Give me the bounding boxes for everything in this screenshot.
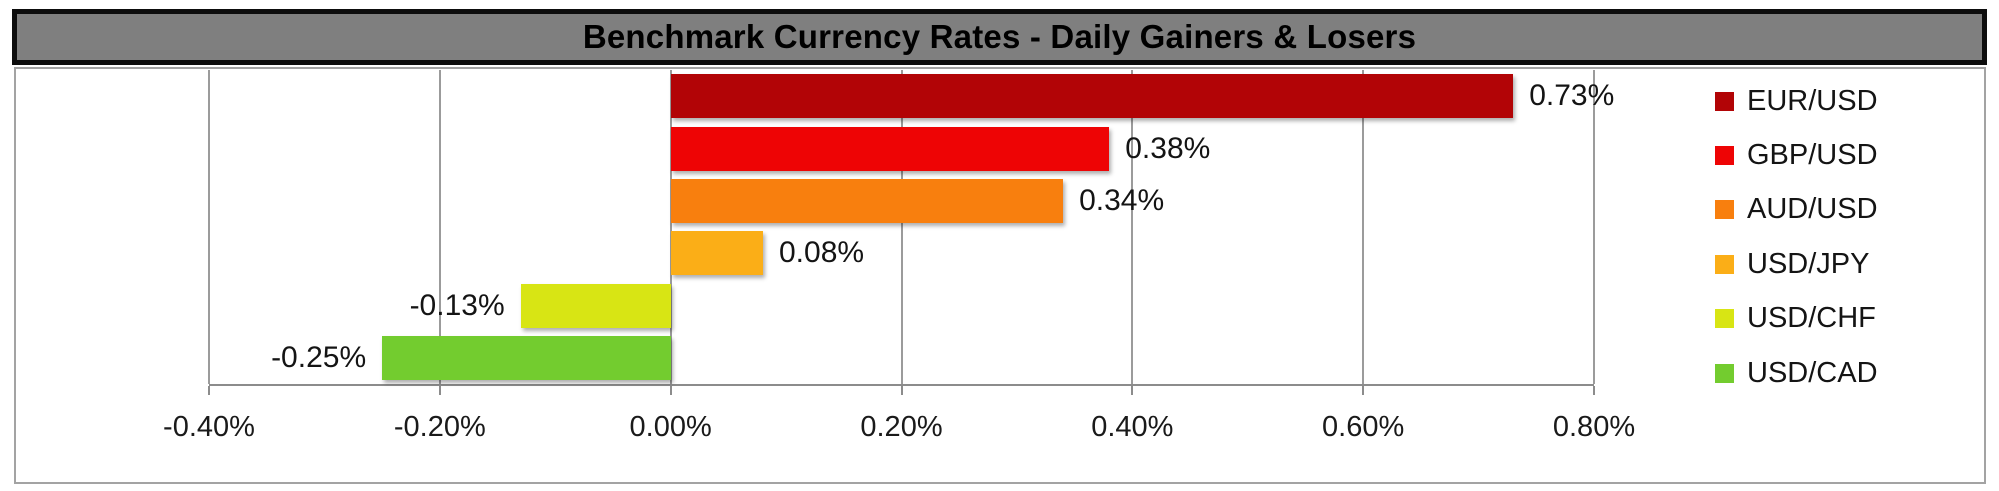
axis-tick [1131, 386, 1134, 395]
legend-item-usd-chf: USD/CHF [1715, 302, 1876, 335]
legend-label-usd-jpy: USD/JPY [1747, 247, 1870, 280]
data-label-usd-cad: -0.25% [271, 340, 367, 374]
legend-label-usd-cad: USD/CAD [1747, 356, 1878, 389]
data-label-eur-usd: 0.73% [1529, 79, 1615, 113]
x-axis-line [209, 384, 1594, 386]
bar-usd-chf [520, 283, 671, 328]
bar-aud-usd [670, 178, 1064, 223]
chart-title-bar: Benchmark Currency Rates - Daily Gainers… [12, 9, 1987, 65]
gridline [1362, 70, 1365, 384]
gridline [208, 70, 210, 384]
data-label-gbp-usd: 0.38% [1125, 131, 1211, 165]
gridline [438, 70, 441, 384]
axis-tick [1593, 386, 1595, 395]
axis-tick [900, 386, 903, 395]
legend-label-aud-usd: AUD/USD [1747, 193, 1878, 226]
axis-tick [1362, 386, 1365, 395]
legend-item-usd-jpy: USD/JPY [1715, 248, 1869, 280]
x-tick-label: 0.60% [1322, 411, 1405, 443]
gridline [1593, 70, 1595, 384]
chart-title: Benchmark Currency Rates - Daily Gainers… [582, 18, 1417, 55]
legend-label-gbp-usd: GBP/USD [1747, 138, 1878, 171]
legend-item-eur-usd: EUR/USD [1715, 85, 1878, 117]
bar-eur-usd [670, 74, 1514, 119]
data-label-usd-jpy: 0.08% [779, 236, 865, 270]
legend-item-aud-usd: AUD/USD [1715, 193, 1878, 226]
data-label-aud-usd: 0.34% [1079, 183, 1165, 217]
legend-label-usd-chf: USD/CHF [1747, 302, 1876, 335]
x-tick-label: -0.20% [393, 411, 486, 443]
axis-tick [669, 386, 672, 395]
x-tick-label: 0.20% [860, 411, 943, 443]
axis-tick [438, 386, 441, 395]
gridline [900, 70, 903, 384]
bar-gbp-usd [670, 126, 1110, 171]
axis-tick [208, 386, 210, 395]
bar-usd-jpy [670, 231, 763, 276]
legend-label-eur-usd: EUR/USD [1747, 84, 1878, 117]
legend-swatch-gbp-usd [1715, 145, 1734, 165]
gridline [669, 70, 672, 384]
x-tick-label: 0.00% [629, 411, 712, 443]
legend-swatch-eur-usd [1715, 91, 1734, 111]
gridline [1131, 70, 1134, 384]
data-label-usd-chf: -0.13% [409, 288, 505, 322]
x-tick-label: -0.40% [163, 411, 255, 443]
legend-swatch-aud-usd [1715, 200, 1734, 220]
x-tick-label: 0.80% [1552, 411, 1636, 443]
legend-swatch-usd-chf [1715, 309, 1734, 329]
x-tick-label: 0.40% [1091, 411, 1174, 443]
legend-swatch-usd-jpy [1715, 254, 1734, 274]
legend-item-usd-cad: USD/CAD [1715, 357, 1878, 389]
legend-swatch-usd-cad [1715, 363, 1734, 383]
bar-usd-cad [382, 335, 671, 380]
plot-container: -0.40% -0.20% 0.00% 0.20% 0.40% 0.60% 0.80% 0.7… [14, 67, 1986, 484]
legend-item-gbp-usd: GBP/USD [1715, 139, 1878, 171]
